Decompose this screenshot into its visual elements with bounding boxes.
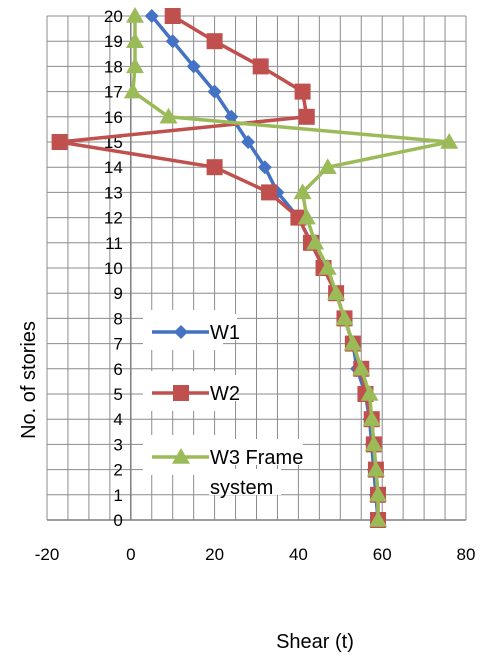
y-tick-label: 7 (113, 335, 122, 354)
legend-label: W2 (210, 383, 240, 405)
x-tick-label: 40 (289, 545, 308, 564)
y-tick-label: 12 (104, 209, 123, 228)
legend-text-background (209, 314, 237, 340)
data-point (362, 410, 381, 426)
y-tick-label: 6 (113, 360, 122, 379)
data-point (369, 511, 388, 527)
y-tick-label: 1 (113, 486, 122, 505)
y-tick-label: 9 (113, 284, 122, 303)
y-tick-label: 10 (104, 259, 123, 278)
legend-text-background (209, 375, 237, 401)
y-tick-label: 13 (104, 183, 123, 202)
data-point (173, 385, 189, 401)
data-point (207, 84, 222, 99)
x-axis-title: Shear (t) (276, 631, 354, 653)
data-point (165, 34, 180, 49)
y-tick-label: 5 (113, 385, 122, 404)
data-point (224, 109, 239, 124)
data-point (257, 160, 272, 175)
data-point (241, 135, 256, 149)
y-tick-label: 4 (113, 410, 122, 429)
data-point (294, 83, 311, 100)
data-point (293, 183, 312, 200)
x-tick-label: 60 (373, 545, 392, 564)
legend-label: system (210, 477, 273, 499)
data-point (369, 485, 388, 502)
legend-label: W3 Frame (210, 447, 303, 469)
data-point (343, 334, 362, 351)
y-tick-label: 8 (113, 309, 122, 328)
series-group (51, 7, 459, 528)
data-point (364, 435, 383, 452)
data-point (261, 184, 278, 201)
data-point (306, 233, 325, 250)
x-tick-labels: -20 0 20 40 60 80 (35, 545, 476, 564)
y-tick-label: 16 (104, 108, 123, 127)
data-point (164, 8, 181, 24)
axes (47, 16, 466, 521)
data-point (327, 284, 346, 300)
data-point (125, 7, 144, 23)
y-tick-label: 3 (113, 435, 122, 454)
data-point (174, 325, 188, 339)
y-tick-label: 2 (113, 461, 122, 480)
x-tick-label: 20 (205, 545, 224, 564)
legend-text-background (209, 439, 303, 465)
data-point (51, 134, 68, 150)
data-point (252, 58, 269, 75)
data-point (335, 309, 354, 326)
y-tick-label: 19 (104, 32, 123, 51)
data-point (318, 259, 337, 275)
data-point (159, 107, 178, 124)
y-tick-label: 20 (104, 7, 123, 26)
data-point (186, 59, 201, 74)
data-point (172, 448, 190, 464)
x-tick-label: 80 (457, 545, 476, 564)
data-point (206, 33, 223, 50)
data-point (360, 385, 379, 401)
data-point (318, 158, 337, 174)
legend: W1 W2 W3 Frame system (143, 310, 303, 499)
y-tick-label: 11 (105, 234, 123, 253)
data-point (123, 82, 142, 99)
data-point (298, 108, 315, 125)
data-point (125, 32, 144, 48)
y-tick-label: 0 (113, 511, 122, 530)
data-point (440, 133, 459, 149)
y-axis-title: No. of stories (18, 321, 40, 439)
data-point (366, 460, 385, 477)
data-point (144, 9, 159, 23)
y-tick-label: 17 (104, 83, 123, 102)
x-tick-label: -20 (35, 545, 60, 564)
y-tick-label: 18 (104, 57, 123, 76)
data-point (297, 208, 316, 225)
x-tick-label: 0 (126, 545, 135, 564)
legend-label: W1 (210, 322, 240, 344)
data-point (206, 159, 223, 176)
data-point (352, 359, 371, 376)
y-tick-label: 14 (104, 158, 123, 177)
legend-text-background (209, 469, 281, 495)
data-point (125, 57, 144, 74)
